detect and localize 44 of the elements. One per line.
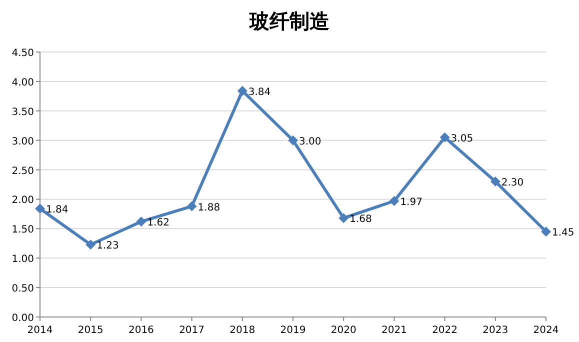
point: [541, 226, 551, 237]
x-tick-label: 2018: [230, 325, 256, 336]
x-tick-label: 2016: [128, 325, 154, 336]
point: [389, 196, 400, 206]
y-tick-label: 1.00: [12, 254, 34, 266]
x-tick-label: 2023: [482, 325, 508, 336]
data-label: 2.30: [501, 178, 524, 189]
x-tick-label: 2022: [432, 325, 458, 336]
chart-title: 玻纤制造: [248, 11, 330, 33]
point: [186, 201, 197, 212]
point: [490, 176, 500, 187]
y-tick-label: 0.50: [12, 284, 34, 295]
x-tick-label: 2014: [27, 325, 53, 336]
data-label: 3.05: [450, 133, 474, 144]
point: [338, 213, 349, 224]
data-label: 1.97: [400, 196, 422, 208]
x-tick-label: 2019: [280, 325, 306, 336]
y-tick-label: 1.50: [12, 224, 34, 236]
data-label: 1.23: [96, 240, 119, 252]
data-label: 1.68: [350, 214, 372, 226]
y-tick-label: 2.00: [12, 195, 34, 206]
y-tick-label: 4.00: [12, 77, 34, 88]
data-label: 1.45: [552, 228, 574, 239]
x-tick-label: 2024: [533, 325, 559, 336]
y-tick-label: 3.50: [12, 106, 34, 118]
point: [35, 204, 45, 214]
x-tick-label: 2021: [381, 325, 407, 336]
x-tick-label: 2020: [330, 325, 356, 336]
data-label: 1.62: [147, 218, 170, 229]
x-tick-label: 2015: [78, 325, 104, 336]
point: [237, 86, 248, 96]
point: [440, 132, 450, 142]
y-tick-label: 0.00: [12, 313, 34, 324]
data-label: 1.88: [198, 202, 220, 214]
y-tick-label: 4.50: [12, 48, 34, 59]
point: [288, 135, 298, 146]
data-label: 3.00: [299, 136, 322, 148]
data-label: 3.84: [248, 86, 271, 98]
data-label: 1.84: [46, 204, 68, 216]
y-tick-label: 2.50: [12, 166, 34, 177]
y-tick-label: 3.00: [12, 136, 34, 148]
x-tick-label: 2017: [179, 325, 205, 336]
point: [86, 240, 96, 250]
point: [136, 216, 146, 227]
